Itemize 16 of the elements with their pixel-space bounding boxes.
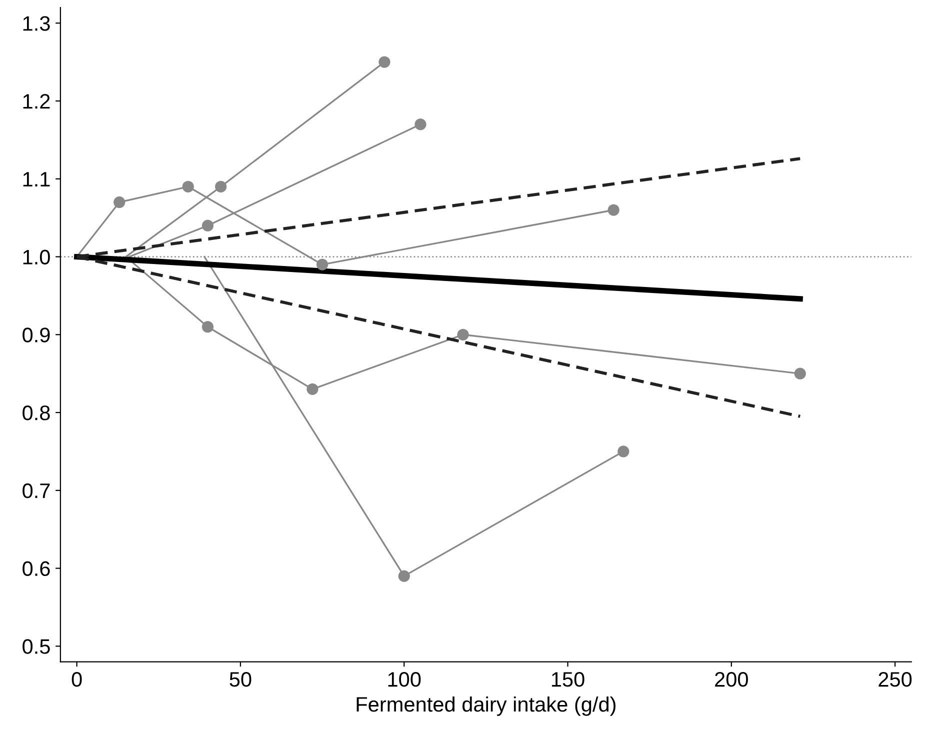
- y-tick-label: 0.6: [22, 561, 50, 576]
- y-tick-label: 0.8: [22, 406, 50, 420]
- x-axis-title: Fermented dairy intake (g/d): [356, 696, 616, 716]
- x-tick-label: 150: [552, 672, 584, 687]
- x-tick-label: 200: [715, 672, 748, 687]
- x-tick-label: 250: [878, 672, 912, 687]
- x-tick-label: 0: [72, 672, 82, 687]
- y-tick-label: 0.5: [22, 639, 50, 654]
- x-tick-label: 50: [230, 672, 252, 687]
- y-tick-label: 1.2: [23, 94, 50, 109]
- y-tick-label: 1.3: [23, 16, 50, 31]
- y-tick-label: 1.1: [23, 172, 50, 186]
- y-tick-label: 0.9: [22, 328, 50, 342]
- y-tick-label: 0.7: [22, 483, 50, 498]
- x-tick-label: 100: [388, 672, 421, 687]
- y-tick-label: 1.0: [23, 250, 50, 265]
